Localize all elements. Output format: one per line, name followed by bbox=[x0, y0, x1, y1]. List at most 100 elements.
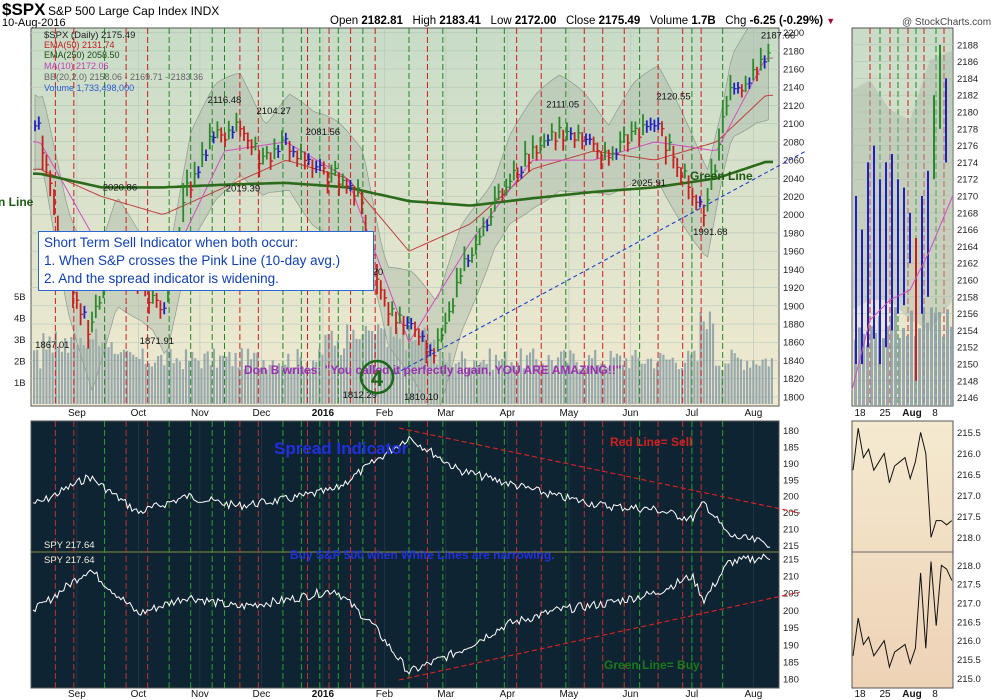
volume-bar bbox=[770, 358, 773, 404]
spy-label-top: SPY 217.64 bbox=[44, 540, 95, 551]
volume-bar bbox=[687, 350, 690, 404]
volume-bar bbox=[45, 349, 48, 404]
index-title: S&P 500 Large Cap Index bbox=[48, 4, 188, 18]
side-y-tick-label: 2154 bbox=[957, 326, 978, 337]
volume-bar bbox=[70, 336, 73, 404]
volume-tick-label: 3B bbox=[14, 335, 26, 346]
ema50-line bbox=[33, 94, 773, 252]
volume-bar bbox=[144, 363, 147, 404]
volume-bar bbox=[36, 349, 39, 404]
volume-bar bbox=[711, 323, 715, 404]
month-label-top: May bbox=[559, 408, 578, 419]
side-spread-panel-bg bbox=[851, 420, 954, 689]
side-y-tick-label: 2166 bbox=[957, 225, 978, 236]
volume-bar bbox=[414, 340, 417, 404]
volume-bar bbox=[525, 355, 529, 404]
volume-bar bbox=[160, 354, 163, 404]
volume-bar bbox=[284, 364, 287, 404]
volume-bar bbox=[581, 366, 584, 404]
volume-bar bbox=[169, 348, 172, 404]
spread-lines-layer bbox=[32, 435, 771, 675]
volume-bar bbox=[696, 361, 699, 404]
side-y-tick-label: 2156 bbox=[957, 309, 978, 320]
volume-bar bbox=[91, 339, 95, 404]
callout-title: Short Term Sell Indicator when both occu… bbox=[44, 235, 299, 250]
month-label-bottom: Dec bbox=[253, 689, 271, 700]
high-value: 2183.41 bbox=[439, 15, 481, 27]
close-value: 2175.49 bbox=[598, 15, 641, 27]
price-annotation-label: 1812.29 bbox=[343, 390, 377, 401]
volume-bar bbox=[519, 348, 522, 404]
volume-bar bbox=[380, 328, 383, 404]
volume-bar bbox=[476, 365, 479, 404]
exchange: INDX bbox=[190, 4, 220, 18]
down-arrow-icon: ▼ bbox=[826, 16, 836, 26]
month-label-top: Aug bbox=[745, 408, 763, 419]
volume-bar bbox=[343, 348, 346, 404]
side-spread-y-tick-label: 215.5 bbox=[957, 428, 981, 439]
volume-bar bbox=[57, 346, 60, 404]
month-label-top: Feb bbox=[376, 408, 394, 419]
price-y-tick-label: 2080 bbox=[783, 137, 804, 148]
spread-y-tick-label: 195 bbox=[783, 623, 799, 634]
side-spread-y-tick-label: 217.0 bbox=[957, 491, 981, 502]
volume-bar bbox=[302, 369, 305, 404]
side-y-tick-label: 2158 bbox=[957, 292, 978, 303]
volume-bar bbox=[532, 348, 535, 404]
side-y-tick-label: 2178 bbox=[957, 124, 978, 135]
volume-bar bbox=[708, 311, 711, 404]
volume-bar bbox=[721, 369, 724, 404]
volume-bar bbox=[287, 353, 290, 404]
volume-bar bbox=[451, 367, 454, 404]
volume-bar bbox=[228, 351, 231, 404]
side-y-tick-label: 2174 bbox=[957, 158, 978, 169]
volume-bar bbox=[693, 350, 696, 404]
green-line-right-label: Green Line bbox=[690, 169, 753, 183]
side-charts-layer bbox=[851, 28, 954, 670]
close-label: Close bbox=[566, 15, 596, 27]
month-label-top: Sep bbox=[68, 408, 86, 419]
volume-bar bbox=[48, 336, 51, 404]
volume-bar bbox=[417, 344, 420, 404]
price-y-tick-label: 1820 bbox=[783, 374, 804, 385]
side-volume-bar bbox=[950, 326, 953, 406]
side-y-tick-label: 2184 bbox=[957, 74, 978, 85]
volume-bar bbox=[730, 349, 733, 404]
index-name: S&P 500 Large Cap Index INDX bbox=[48, 4, 219, 18]
volume-bar bbox=[473, 360, 476, 404]
volume-bar bbox=[507, 368, 510, 404]
volume-bar bbox=[411, 340, 414, 404]
symbol: $SPX bbox=[2, 0, 46, 19]
volume-bar bbox=[494, 354, 498, 404]
volume-bar bbox=[163, 365, 166, 404]
volume-bar bbox=[129, 352, 132, 404]
chart-date: 10-Aug-2016 bbox=[2, 17, 66, 29]
chg-value: -6.25 (-0.29%) bbox=[749, 15, 824, 27]
side-volume-bar bbox=[874, 332, 877, 406]
chg-label: Chg bbox=[725, 15, 747, 27]
side-volume-bar bbox=[946, 309, 949, 406]
price-y-tick-label: 2180 bbox=[783, 46, 804, 57]
side-y-tick-label: 2186 bbox=[957, 57, 978, 68]
side-volume-bar bbox=[854, 339, 857, 406]
volume-bar bbox=[436, 364, 439, 404]
volume-label: Volume bbox=[649, 15, 689, 27]
side-volume-bar bbox=[926, 322, 929, 406]
volume-bar bbox=[764, 358, 767, 404]
sell-trend-line bbox=[398, 427, 801, 514]
volume-bar bbox=[308, 368, 312, 404]
side-y-tick-label: 2160 bbox=[957, 276, 978, 287]
volume-bar bbox=[423, 327, 426, 404]
side-spread-y-tick-label: 215.5 bbox=[957, 655, 981, 666]
volume-bar bbox=[315, 361, 318, 404]
side-y-tick-label: 2162 bbox=[957, 259, 978, 270]
spread-title: Spread Indicator bbox=[274, 439, 409, 458]
buy-trend-line bbox=[398, 591, 801, 681]
volume-bar bbox=[147, 363, 150, 404]
volume-bar bbox=[646, 358, 649, 404]
volume-bar bbox=[191, 351, 194, 404]
volume-bar bbox=[54, 331, 57, 404]
month-label-bottom: Oct bbox=[131, 689, 147, 700]
side-volume-bar bbox=[862, 333, 865, 406]
